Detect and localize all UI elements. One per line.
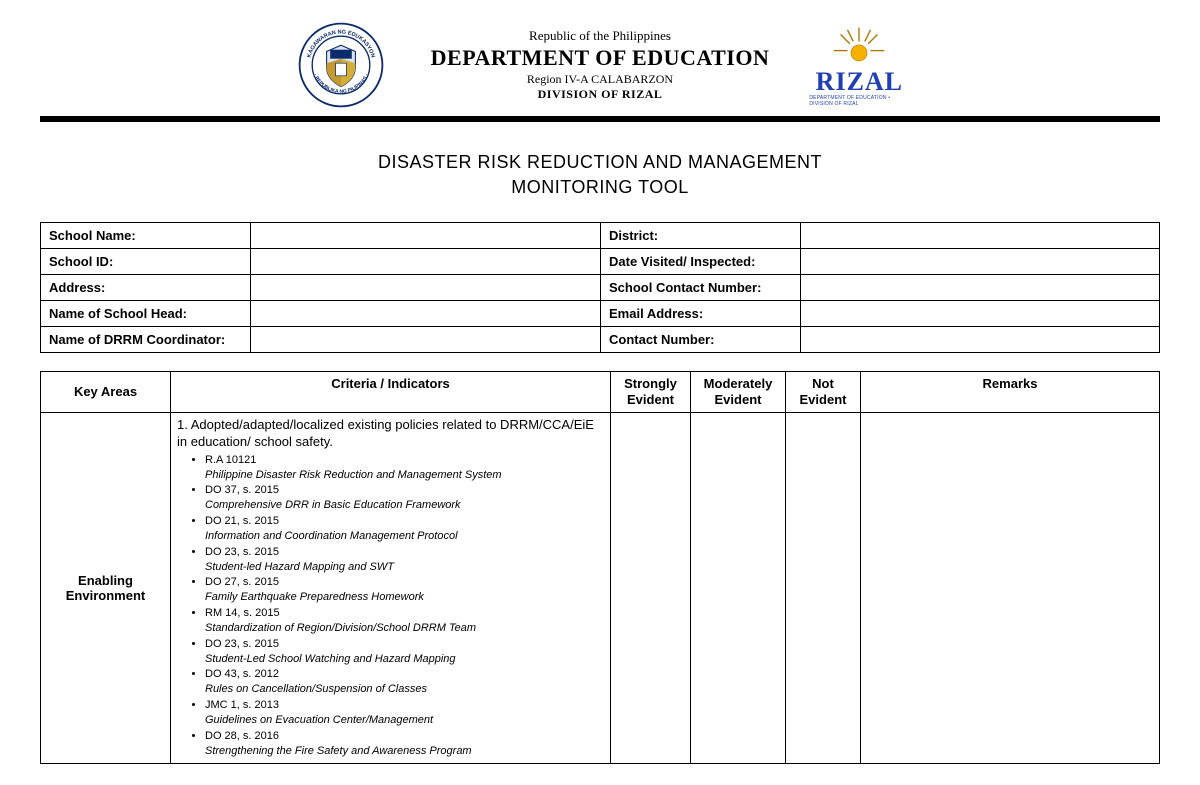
info-row: Name of School Head: Email Address: [41, 301, 1160, 327]
info-left-label: School Name: [41, 223, 251, 249]
info-left-label: Address: [41, 275, 251, 301]
moderately-cell [691, 412, 786, 763]
info-right-value [801, 301, 1160, 327]
criteria-bullet: DO 27, s. 2015Family Earthquake Prepared… [205, 575, 604, 605]
header-strongly: StronglyEvident [611, 372, 691, 412]
rizal-subtitle: DEPARTMENT OF EDUCATION • DIVISION OF RI… [809, 95, 909, 107]
info-left-label: Name of DRRM Coordinator: [41, 327, 251, 353]
criteria-bullet: DO 23, s. 2015Student-led Hazard Mapping… [205, 545, 604, 575]
document-title: DISASTER RISK REDUCTION AND MANAGEMENT M… [40, 150, 1160, 200]
header-criteria: Criteria / Indicators [171, 372, 611, 412]
letterhead-rule [40, 116, 1160, 122]
division-line: DIVISION OF RIZAL [431, 87, 770, 102]
table-header-row: Key Areas Criteria / Indicators Strongly… [41, 372, 1160, 412]
criteria-bullet: DO 23, s. 2015Student-Led School Watchin… [205, 637, 604, 667]
criteria-bullet: DO 43, s. 2012Rules on Cancellation/Susp… [205, 667, 604, 697]
criteria-cell: 1. Adopted/adapted/localized existing po… [171, 412, 611, 763]
letterhead: KAGAWARAN NG EDUKASYON · REPUBLIKA NG PI… [40, 20, 1160, 110]
criteria-bullet: R.A 10121Philippine Disaster Risk Reduct… [205, 453, 604, 483]
criteria-bullet: JMC 1, s. 2013Guidelines on Evacuation C… [205, 698, 604, 728]
remarks-cell [861, 412, 1160, 763]
info-left-value [251, 249, 601, 275]
criteria-bullet: DO 21, s. 2015Information and Coordinati… [205, 514, 604, 544]
criteria-bullets: R.A 10121Philippine Disaster Risk Reduct… [177, 453, 604, 759]
criteria-bullet: DO 37, s. 2015Comprehensive DRR in Basic… [205, 483, 604, 513]
info-left-value [251, 327, 601, 353]
strongly-cell [611, 412, 691, 763]
header-moderately: ModeratelyEvident [691, 372, 786, 412]
header-not: NotEvident [786, 372, 861, 412]
rizal-logo-icon: RIZAL DEPARTMENT OF EDUCATION • DIVISION… [809, 20, 909, 110]
info-row: School ID: Date Visited/ Inspected: [41, 249, 1160, 275]
criteria-bullet: RM 14, s. 2015Standardization of Region/… [205, 606, 604, 636]
criteria-lead: 1. Adopted/adapted/localized existing po… [177, 416, 604, 451]
info-right-value [801, 223, 1160, 249]
info-row: Address: School Contact Number: [41, 275, 1160, 301]
info-row: Name of DRRM Coordinator: Contact Number: [41, 327, 1160, 353]
info-row: School Name: District: [41, 223, 1160, 249]
department-line: DEPARTMENT OF EDUCATION [431, 44, 770, 72]
school-info-table: School Name: District: School ID: Date Visi… [40, 222, 1160, 353]
key-area-cell: EnablingEnvironment [41, 412, 171, 763]
doc-title-line1: DISASTER RISK REDUCTION AND MANAGEMENT [40, 150, 1160, 175]
info-right-value [801, 275, 1160, 301]
info-right-label: District: [601, 223, 801, 249]
header-remarks: Remarks [861, 372, 1160, 412]
region-line: Region IV-A CALABARZON [431, 72, 770, 87]
info-left-value [251, 223, 601, 249]
info-left-value [251, 275, 601, 301]
info-left-label: School ID: [41, 249, 251, 275]
header-key-areas: Key Areas [41, 372, 171, 412]
info-right-label: Email Address: [601, 301, 801, 327]
info-right-label: Contact Number: [601, 327, 801, 353]
info-right-label: Date Visited/ Inspected: [601, 249, 801, 275]
rizal-word: RIZAL [816, 69, 903, 95]
criteria-bullet: DO 28, s. 2016Strengthening the Fire Saf… [205, 729, 604, 759]
republic-line: Republic of the Philippines [431, 28, 770, 44]
info-left-value [251, 301, 601, 327]
table-row: EnablingEnvironment 1. Adopted/adapted/l… [41, 412, 1160, 763]
info-right-value [801, 249, 1160, 275]
doc-title-line2: MONITORING TOOL [40, 175, 1160, 200]
letterhead-text: Republic of the Philippines DEPARTMENT O… [431, 28, 770, 102]
info-right-label: School Contact Number: [601, 275, 801, 301]
info-left-label: Name of School Head: [41, 301, 251, 327]
deped-seal-icon: KAGAWARAN NG EDUKASYON · REPUBLIKA NG PI… [291, 20, 391, 110]
monitoring-table: Key Areas Criteria / Indicators Strongly… [40, 371, 1160, 763]
not-cell [786, 412, 861, 763]
info-right-value [801, 327, 1160, 353]
